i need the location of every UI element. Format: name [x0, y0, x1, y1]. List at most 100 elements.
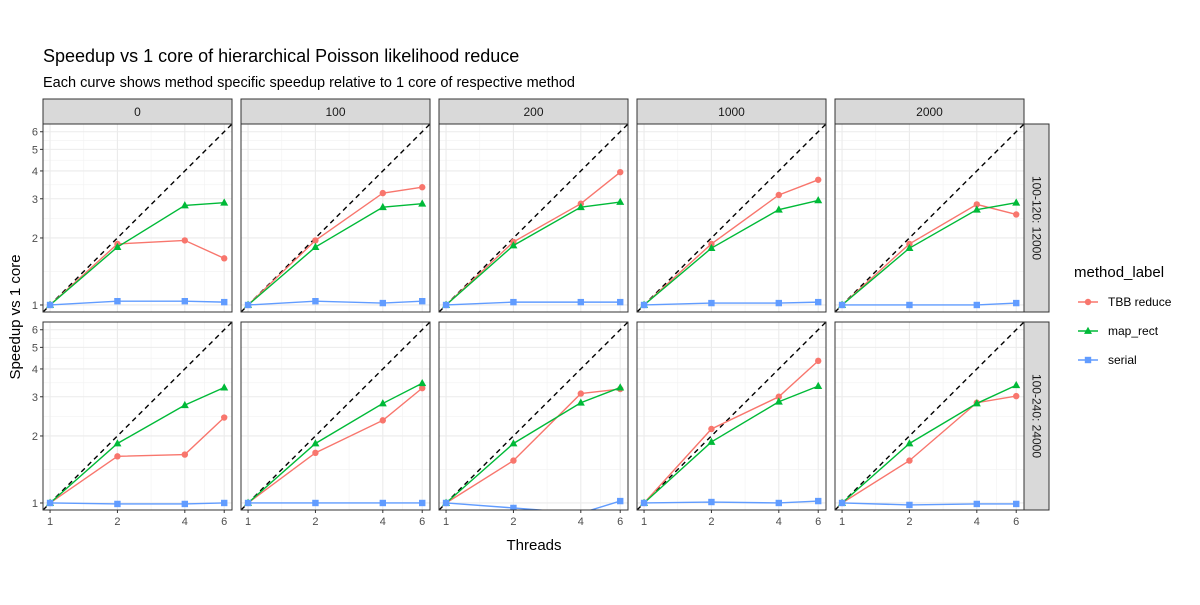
panel-border	[240, 123, 431, 313]
data-point	[46, 301, 54, 309]
data-point	[510, 457, 517, 464]
data-point	[1012, 198, 1021, 206]
data-point	[616, 383, 625, 391]
data-point	[181, 297, 189, 305]
data-point	[973, 500, 981, 508]
x-tick-label: 4	[974, 516, 980, 528]
data-point	[775, 499, 783, 507]
data-point	[617, 497, 624, 505]
strip-box	[42, 98, 233, 125]
data-point	[221, 298, 228, 306]
series-line-map-rect	[445, 201, 621, 306]
data-point	[775, 191, 783, 199]
data-point	[509, 439, 518, 447]
y-tick-label: 3	[32, 194, 38, 206]
data-point	[312, 449, 319, 457]
series-line-map-rect	[643, 199, 819, 306]
data-point	[312, 237, 319, 244]
strip-label: 100-240: 24000	[1030, 374, 1044, 458]
data-point	[379, 299, 387, 307]
panel-background	[43, 322, 232, 510]
strip-label: 200	[523, 105, 543, 119]
series-line-tbb-reduce	[643, 360, 819, 504]
x-tick-label: 4	[578, 516, 584, 528]
data-point	[244, 301, 252, 309]
data-point	[312, 297, 319, 305]
facet-panel: 1 2 3 4 5 6	[32, 123, 233, 313]
series-line-tbb-reduce	[49, 239, 225, 306]
data-point	[221, 414, 228, 421]
x-tick-label: 1	[443, 516, 449, 528]
x-tick-label: 1	[839, 516, 845, 528]
facet-panel: 1 2 4 6	[240, 321, 431, 528]
x-tick-label: 6	[221, 516, 227, 528]
facet-strip-col: 200	[438, 98, 629, 125]
x-tick-label: 1	[641, 516, 647, 528]
data-point	[378, 399, 387, 407]
series-line-map-rect	[643, 385, 819, 504]
data-point	[220, 198, 229, 206]
y-tick-label: 3	[32, 392, 38, 404]
legend-key-marker	[1084, 326, 1092, 334]
data-point	[576, 202, 585, 211]
data-point	[707, 243, 716, 252]
panel-plot-area	[637, 322, 826, 510]
data-point	[221, 255, 228, 262]
data-point	[775, 299, 783, 307]
series-line-map-rect	[49, 386, 225, 504]
x-tick-label: 6	[419, 516, 425, 528]
x-tick-label: 2	[114, 516, 120, 528]
data-point	[906, 501, 913, 509]
facet-panel	[240, 123, 431, 313]
data-point	[616, 197, 625, 205]
series-line-map-rect	[445, 386, 621, 504]
series-line-serial	[644, 500, 819, 504]
panel-border	[636, 123, 827, 313]
data-point	[221, 499, 228, 507]
data-point	[1013, 500, 1020, 508]
chart-subtitle: Each curve shows method specific speedup…	[43, 75, 575, 91]
legend-entry: serial	[1078, 353, 1137, 367]
series-line-tbb-reduce	[247, 387, 423, 504]
data-point	[577, 298, 585, 306]
data-point	[244, 499, 252, 507]
series-line-serial	[446, 500, 621, 510]
panel-background	[637, 322, 826, 510]
panel-background	[835, 322, 1024, 510]
facet-panel: 1 2 3 4 5 6 1 2 4 6	[32, 321, 233, 528]
x-axis-label: Threads	[506, 537, 561, 554]
series-line-tbb-reduce	[445, 171, 621, 306]
panel-border	[42, 321, 233, 511]
facet-panel: 1 2 4 6	[834, 321, 1025, 528]
series-line-map-rect	[247, 382, 423, 504]
data-point	[576, 398, 585, 406]
data-point	[114, 297, 121, 305]
data-point	[114, 453, 121, 460]
x-tick-label: 1	[245, 516, 251, 528]
series-line-tbb-reduce	[841, 203, 1017, 306]
strip-box	[1023, 321, 1050, 511]
x-tick-label: 6	[617, 516, 623, 528]
data-point	[838, 499, 846, 507]
panel-border	[42, 123, 233, 313]
strip-label: 1000	[718, 105, 745, 119]
data-point	[419, 384, 426, 392]
data-point	[1012, 380, 1021, 389]
data-point	[617, 168, 624, 176]
data-point	[113, 439, 122, 447]
data-point	[180, 201, 189, 209]
data-point	[442, 499, 450, 507]
data-point	[814, 196, 823, 204]
strip-label: 2000	[916, 105, 943, 119]
panel-background	[835, 124, 1024, 312]
data-point	[972, 205, 981, 213]
series-line-tbb-reduce	[445, 388, 621, 504]
facet-strip-col: 100	[240, 98, 431, 125]
series-line-map-rect	[841, 384, 1017, 504]
data-point	[905, 243, 914, 252]
x-tick-label: 4	[776, 516, 782, 528]
y-tick-label: 1	[32, 300, 38, 312]
facet-panels: 0 100 200 1000 2000 100-120: 12000 100-240: 24…	[32, 98, 1050, 528]
data-point	[708, 425, 715, 433]
strip-box	[636, 98, 827, 125]
